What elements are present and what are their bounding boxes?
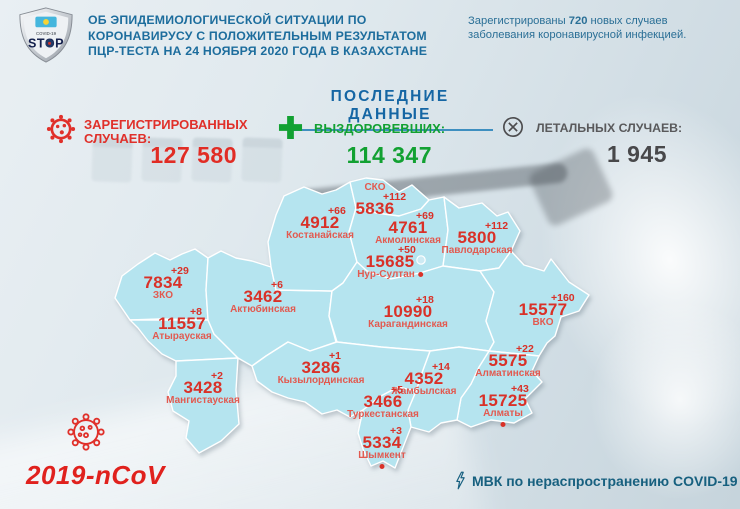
flag-sun-icon — [43, 19, 49, 25]
plus-icon — [278, 115, 303, 145]
map-region-kyzylorda — [251, 341, 431, 418]
region-name: Алматы — [483, 408, 523, 419]
region-name: Туркестанская — [347, 409, 419, 420]
committee-footer: МВК по нераспространению COVID-19 — [455, 471, 738, 490]
map-region-pavlodar — [442, 196, 521, 272]
region-name: Костанайская — [286, 230, 354, 241]
region-delta: +1 — [329, 350, 341, 362]
latest-data-heading: ПОСЛЕДНИЕ ДАННЫЕ — [287, 88, 493, 131]
circle-x-icon — [502, 116, 524, 143]
virus-name-label: 2019-nCoV — [26, 460, 165, 490]
title-line: ОБ ЭПИДЕМИОЛОГИЧЕСКОЙ СИТУАЦИИ ПО — [88, 13, 367, 27]
region-cases: 5575 — [488, 351, 528, 370]
region-cases: 5334 — [362, 433, 402, 452]
region-delta: +2 — [211, 370, 223, 382]
kazakhstan-map — [114, 177, 590, 469]
region-delta: +5 — [391, 384, 403, 396]
map-region-mangystau — [167, 357, 240, 454]
region-name: Актюбинская — [230, 304, 296, 315]
title-line: КОРОНАВИРУСУ С ПОЛОЖИТЕЛЬНЫМ РЕЗУЛЬТАТОМ — [88, 28, 427, 43]
region-name: Жамбылская — [391, 386, 457, 397]
region-cases: 4912 — [300, 213, 340, 232]
region-cases: 3286 — [301, 358, 341, 377]
region-delta: +6 — [271, 279, 283, 291]
note-suffix: новых случаев заболевания коронавирусной… — [468, 15, 687, 41]
region-name: Алматинская — [475, 368, 541, 379]
region-name: Кызылординская — [277, 375, 365, 386]
new-cases-count: 720 — [568, 15, 588, 27]
region-cases: 7834 — [143, 273, 183, 292]
region-delta: +66 — [328, 205, 346, 217]
logo-covid-label: COVID-19 — [36, 31, 57, 36]
region-delta: +69 — [416, 210, 434, 222]
region-cases: 15725 — [478, 391, 528, 410]
region-cases: 15577 — [518, 300, 568, 319]
capital-city-circle — [416, 255, 426, 265]
region-delta: +3 — [390, 425, 402, 437]
coronavirus-outline-icon — [64, 410, 108, 459]
virus-icon — [46, 114, 76, 149]
region-name: Нур-Султан — [357, 269, 423, 280]
background-glove-blur — [590, 300, 740, 500]
region-delta: +50 — [398, 244, 416, 256]
region-name: Атырауская — [152, 331, 212, 342]
region-cases: 11557 — [158, 314, 206, 333]
region-cases: 15685 — [365, 252, 415, 271]
region-delta: +18 — [416, 294, 434, 306]
region-cases: 3428 — [183, 378, 223, 397]
shield-icon: COVID-19 STOP — [19, 7, 73, 63]
region-delta: +112 — [485, 220, 509, 232]
region-cases: 4761 — [388, 218, 428, 237]
region-cases: 3462 — [243, 287, 283, 306]
region-delta: +160 — [551, 292, 575, 304]
city-marker-dot — [379, 464, 385, 469]
stop-covid-shield-logo: COVID-19 STOP — [14, 6, 78, 69]
region-name: Шымкент — [358, 450, 406, 461]
recovered-label: ВЫЗДОРОВЕВШИХ: — [314, 121, 446, 136]
lethal-cases-value: 1 945 — [606, 141, 667, 167]
region-delta: +14 — [432, 361, 450, 373]
region-delta: +112 — [383, 191, 407, 203]
region-cases: 3466 — [363, 392, 403, 411]
lethal-cases-label: ЛЕТАЛЬНЫХ СЛУЧАЕВ: — [536, 121, 683, 135]
map-region-vko — [479, 250, 590, 357]
region-name: ВКО — [532, 317, 554, 328]
region-cases: 10990 — [383, 302, 433, 321]
region-name: Мангистауская — [166, 395, 240, 406]
region-cases: 4352 — [404, 369, 444, 388]
region-name: ЗКО — [152, 290, 174, 301]
region-name: СКО — [364, 182, 386, 193]
committee-label: МВК по нераспространению COVID-19 — [472, 472, 738, 489]
registered-cases-label: ЗАРЕГИСТРИРОВАННЫХ СЛУЧАЕВ: — [84, 117, 248, 146]
region-delta: +43 — [511, 383, 529, 395]
region-cases: 5836 — [355, 199, 395, 218]
region-delta: +8 — [190, 306, 202, 318]
region-delta: +29 — [171, 265, 189, 277]
region-name: Карагандинская — [368, 319, 448, 330]
recovered-value: 114 347 — [346, 142, 432, 168]
map-region-zko — [114, 248, 209, 321]
lightning-bolt-icon — [456, 471, 465, 490]
title-line: ПЦР-ТЕСТА НА 24 НОЯБРЯ 2020 ГОДА В КАЗАХ… — [88, 44, 428, 58]
page-title: ОБ ЭПИДЕМИОЛОГИЧЕСКОЙ СИТУАЦИИ ПО КОРОНА… — [88, 13, 427, 60]
registered-cases-value: 127 580 — [150, 142, 237, 168]
region-name: Павлодарская — [441, 245, 513, 256]
region-delta: +22 — [516, 343, 534, 355]
city-marker-dot — [500, 422, 506, 427]
map-region-turkestan — [357, 386, 417, 469]
note-prefix: Зарегистрированы — [468, 15, 566, 27]
map-labels: +112 5836 СКО +66 4912 Костанайская +69 4761 Акм… — [100, 170, 600, 475]
city-marker-dot — [417, 271, 423, 277]
new-cases-note: Зарегистрированы 720 новых случаев забол… — [468, 15, 704, 42]
region-name: Акмолинская — [375, 235, 441, 246]
region-cases: 5800 — [457, 228, 497, 247]
